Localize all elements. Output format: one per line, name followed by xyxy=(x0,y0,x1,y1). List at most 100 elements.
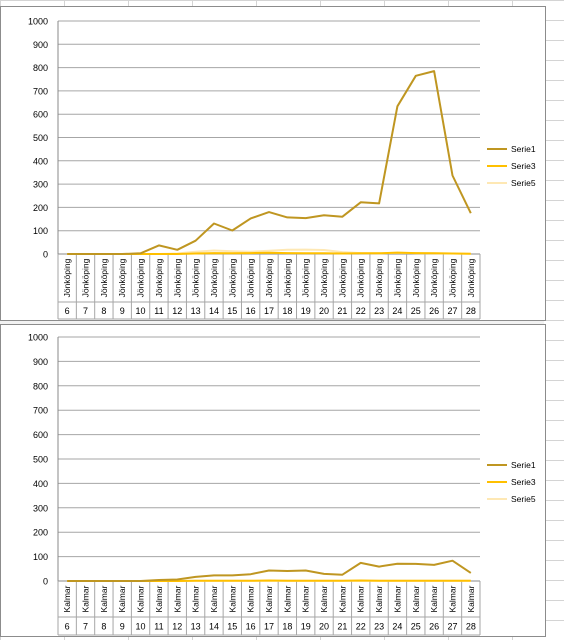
chart-jonkoping[interactable]: 0 100 200 300 400 500 600 700 800 900 1000 Jönköpin… xyxy=(0,6,546,321)
category-region-label: Kalmar xyxy=(374,585,384,612)
y-tick-label: 500 xyxy=(33,455,48,465)
y-tick-label: 0 xyxy=(43,577,48,587)
x-tick-label: 13 xyxy=(191,622,201,632)
x-tick-label: 11 xyxy=(154,622,163,632)
x-tick-label: 12 xyxy=(172,306,182,316)
category-region-label: Jönköping xyxy=(374,258,384,297)
x-tick-label: 15 xyxy=(227,306,237,316)
x-tick-label: 22 xyxy=(356,306,366,316)
category-region-label: Kalmar xyxy=(282,585,292,612)
category-region-label: Jönköping xyxy=(429,258,439,297)
x-tick-label: 19 xyxy=(301,622,311,632)
x-tick-label: 20 xyxy=(319,306,329,316)
x-tick-label: 18 xyxy=(282,306,292,316)
y-tick-label: 0 xyxy=(43,250,48,260)
category-region-label: Kalmar xyxy=(264,585,274,612)
y-tick-label: 600 xyxy=(33,430,48,440)
category-region-label: Kalmar xyxy=(356,585,366,612)
y-tick-label: 200 xyxy=(33,203,48,213)
series-line-serie1 xyxy=(67,559,472,582)
x-tick-label: 17 xyxy=(264,622,274,632)
x-tick-label: 9 xyxy=(120,622,125,632)
category-region-label: Jönköping xyxy=(411,258,421,297)
chart-jonkoping-svg: 0 100 200 300 400 500 600 700 800 900 1000 Jönköpin… xyxy=(28,17,536,320)
x-tick-label: 11 xyxy=(154,306,163,316)
category-region-label: Jönköping xyxy=(99,258,109,297)
x-tick-label: 8 xyxy=(101,306,106,316)
x-tick-label: 7 xyxy=(83,306,88,316)
x-tick-label: 27 xyxy=(447,622,457,632)
y-tick-label: 600 xyxy=(33,110,48,120)
category-region-label: Kalmar xyxy=(337,585,347,612)
x-tick-label: 6 xyxy=(65,622,70,632)
category-region-label: Jönköping xyxy=(209,258,219,297)
y-tick-label: 1000 xyxy=(28,17,48,27)
category-region-label: Kalmar xyxy=(154,585,164,612)
category-region-label: Jönköping xyxy=(447,258,457,297)
category-region-label: Kalmar xyxy=(99,585,109,612)
category-region-label: Jönköping xyxy=(337,258,347,297)
category-region-label: Jönköping xyxy=(136,258,146,297)
category-region-label: Kalmar xyxy=(429,585,439,612)
category-region-label: Jönköping xyxy=(264,258,274,297)
y-tick-label: 500 xyxy=(33,133,48,143)
chart-kalmar-svg: 0 100 200 300 400 500 600 700 800 900 1000 Kalmar 6 K… xyxy=(28,333,536,636)
category-region-label: Jönköping xyxy=(62,258,72,297)
x-tick-label: 24 xyxy=(392,306,402,316)
x-tick-label: 26 xyxy=(429,306,439,316)
category-region-label: Kalmar xyxy=(136,585,146,612)
x-tick-label: 27 xyxy=(447,306,457,316)
category-region-label: Jönköping xyxy=(356,258,366,297)
category-region-label: Jönköping xyxy=(319,258,329,297)
category-region-label: Jönköping xyxy=(172,258,182,297)
x-tick-label: 21 xyxy=(337,306,347,316)
chart-kalmar[interactable]: 0 100 200 300 400 500 600 700 800 900 1000 Kalmar 6 K… xyxy=(0,324,546,637)
x-tick-label: 20 xyxy=(319,622,329,632)
legend-label-serie3: Serie3 xyxy=(511,161,536,171)
category-region-label: Kalmar xyxy=(447,585,457,612)
y-tick-label: 700 xyxy=(33,406,48,416)
x-tick-label: 23 xyxy=(374,622,384,632)
x-tick-label: 9 xyxy=(120,306,125,316)
x-tick-label: 16 xyxy=(246,622,256,632)
category-region-label: Kalmar xyxy=(172,585,182,612)
category-region-label: Kalmar xyxy=(392,585,402,612)
x-tick-label: 28 xyxy=(466,306,476,316)
category-region-label: Jönköping xyxy=(246,258,256,297)
series-line-serie1 xyxy=(67,70,472,255)
category-region-label: Jönköping xyxy=(154,258,164,297)
y-tick-label: 100 xyxy=(33,226,48,236)
x-tick-label: 6 xyxy=(65,306,70,316)
x-tick-label: 26 xyxy=(429,622,439,632)
category-region-label: Jönköping xyxy=(301,258,311,297)
x-tick-label: 25 xyxy=(411,306,421,316)
category-region-label: Jönköping xyxy=(81,258,91,297)
category-region-label: Jönköping xyxy=(282,258,292,297)
y-tick-label: 100 xyxy=(33,552,48,562)
y-tick-label: 900 xyxy=(33,357,48,367)
x-tick-label: 8 xyxy=(101,622,106,632)
category-region-label: Kalmar xyxy=(227,585,237,612)
category-region-label: Kalmar xyxy=(246,585,256,612)
category-region-label: Kalmar xyxy=(301,585,311,612)
category-region-label: Kalmar xyxy=(81,585,91,612)
x-tick-label: 12 xyxy=(172,622,182,632)
legend-label-serie5: Serie5 xyxy=(511,178,536,188)
category-region-label: Kalmar xyxy=(319,585,329,612)
legend-label-serie3: Serie3 xyxy=(511,477,536,487)
category-region-label: Jönköping xyxy=(191,258,201,297)
y-tick-label: 900 xyxy=(33,40,48,50)
category-region-label: Kalmar xyxy=(209,585,219,612)
x-tick-label: 19 xyxy=(301,306,311,316)
x-tick-label: 10 xyxy=(136,622,146,632)
y-tick-label: 300 xyxy=(33,503,48,513)
x-tick-label: 14 xyxy=(209,306,219,316)
category-region-label: Kalmar xyxy=(62,585,72,612)
x-tick-label: 7 xyxy=(83,622,88,632)
x-tick-label: 23 xyxy=(374,306,384,316)
category-region-label: Jönköping xyxy=(227,258,237,297)
legend-label-serie5: Serie5 xyxy=(511,494,536,504)
legend-label-serie1: Serie1 xyxy=(511,144,536,154)
y-tick-label: 400 xyxy=(33,156,48,166)
x-tick-label: 18 xyxy=(282,622,292,632)
